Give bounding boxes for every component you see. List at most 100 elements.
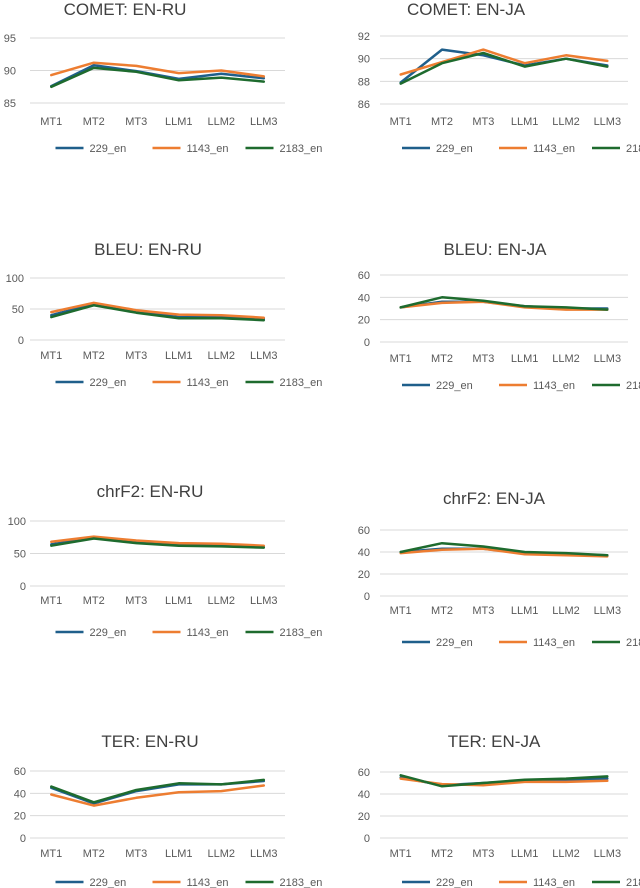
legend-label: 2183_en: [626, 877, 640, 888]
x-tick-label: LLM3: [250, 350, 278, 362]
x-tick-label: LLM2: [207, 595, 235, 607]
x-tick-label: LLM1: [511, 353, 539, 365]
legend-label: 229_en: [90, 377, 127, 389]
y-tick-label: 50: [12, 304, 24, 316]
x-tick-label: MT3: [472, 116, 494, 128]
x-tick-label: MT1: [390, 353, 412, 365]
x-tick-label: MT2: [83, 595, 105, 607]
chart-panel-1: COMET: EN-RU 85 90 95 MT1 MT2 MT3 LLM1 LLM2 LLM3 2…: [4, 0, 323, 155]
y-tick-label: 0: [364, 591, 370, 603]
chart-panel-6: chrF2: EN-JA 0 20 40 60 MT1 MT2 MT3 LLM1 LLM2 LLM3…: [358, 489, 640, 649]
y-tick-label: 20: [358, 315, 370, 327]
y-tick-label: 40: [358, 789, 370, 801]
x-tick-label: MT2: [431, 116, 453, 128]
x-tick-label: MT3: [125, 848, 147, 860]
legend-label: 229_en: [90, 143, 127, 155]
legend-label: 1143_en: [187, 877, 229, 888]
y-tick-label: 85: [4, 98, 16, 110]
chart-title: TER: EN-JA: [448, 732, 541, 751]
x-tick-label: MT2: [83, 116, 105, 128]
x-tick-label: LLM1: [165, 350, 193, 362]
y-tick-label: 100: [6, 273, 24, 285]
x-tick-label: LLM1: [511, 605, 539, 617]
y-tick-label: 90: [358, 54, 370, 66]
legend-label: 1143_en: [187, 377, 229, 389]
series-line-1143-en: [50, 301, 266, 319]
x-tick-label: MT1: [390, 848, 412, 860]
y-tick-label: 50: [14, 549, 26, 561]
legend-label: 229_en: [436, 380, 473, 392]
x-tick-label: LLM2: [552, 353, 580, 365]
y-tick-label: 0: [18, 335, 24, 347]
x-tick-label: MT1: [40, 350, 62, 362]
x-tick-label: LLM2: [207, 116, 235, 128]
series-line-2183-en: [50, 778, 266, 804]
y-tick-label: 60: [14, 766, 26, 778]
y-tick-label: 0: [20, 581, 26, 593]
legend-label: 229_en: [436, 143, 473, 155]
y-tick-label: 20: [14, 811, 26, 823]
y-tick-label: 100: [8, 516, 26, 528]
x-tick-label: MT1: [390, 116, 412, 128]
chart-panel-4: BLEU: EN-JA 0 20 40 60 MT1 MT2 MT3 LLM1 LLM2 LLM3 2…: [358, 240, 640, 392]
series-line-2183-en: [399, 541, 609, 557]
x-tick-label: LLM1: [165, 595, 193, 607]
x-tick-label: LLM3: [250, 116, 278, 128]
series-line-1143-en: [399, 547, 609, 558]
legend-label: 2183_en: [280, 877, 323, 888]
y-tick-label: 95: [4, 33, 16, 45]
series-line-2183-en: [399, 51, 609, 85]
x-tick-label: MT1: [40, 848, 62, 860]
x-tick-label: MT1: [40, 116, 62, 128]
legend-label: 2183_en: [280, 377, 323, 389]
legend-label: 2183_en: [626, 143, 640, 155]
x-tick-label: LLM2: [552, 116, 580, 128]
y-tick-label: 0: [364, 337, 370, 349]
series-line-1143-en: [50, 535, 266, 547]
x-tick-label: LLM2: [207, 350, 235, 362]
y-tick-label: 92: [358, 31, 370, 43]
chart-title: chrF2: EN-RU: [97, 482, 204, 501]
chart-panel-3: BLEU: EN-RU 0 50 100 MT1 MT2 MT3 LLM1 LLM2 LLM3 22…: [6, 240, 323, 389]
x-tick-label: LLM1: [511, 116, 539, 128]
x-tick-label: MT1: [40, 595, 62, 607]
legend-label: 1143_en: [533, 143, 575, 155]
chart-title: COMET: EN-JA: [407, 0, 526, 19]
x-tick-label: LLM2: [552, 848, 580, 860]
x-tick-label: MT2: [83, 848, 105, 860]
y-tick-label: 88: [358, 76, 370, 88]
chart-title: BLEU: EN-JA: [444, 240, 548, 259]
chart-title: COMET: EN-RU: [64, 0, 187, 19]
y-tick-label: 60: [358, 525, 370, 537]
y-tick-label: 40: [358, 547, 370, 559]
y-tick-label: 40: [14, 788, 26, 800]
legend-label: 229_en: [436, 637, 473, 649]
legend-label: 1143_en: [187, 143, 229, 155]
y-tick-label: 0: [364, 833, 370, 845]
y-tick-label: 60: [358, 270, 370, 282]
x-tick-label: MT3: [125, 595, 147, 607]
x-tick-label: MT2: [431, 848, 453, 860]
series-line-2183-en: [399, 296, 609, 311]
x-tick-label: MT3: [472, 848, 494, 860]
chart-panel-8: TER: EN-JA 0 20 40 60 MT1 MT2 MT3 LLM1 LLM2 LLM3 22…: [358, 732, 640, 888]
x-tick-label: MT2: [431, 353, 453, 365]
y-tick-label: 20: [358, 569, 370, 581]
x-tick-label: MT3: [125, 116, 147, 128]
chart-panel-7: TER: EN-RU 0 20 40 60 MT1 MT2 MT3 LLM1 LLM2 LLM3 22…: [14, 732, 323, 888]
series-line-1143-en: [50, 61, 266, 78]
chart-title: TER: EN-RU: [101, 732, 198, 751]
series-line-1143-en: [50, 784, 266, 807]
y-tick-label: 60: [358, 767, 370, 779]
x-tick-label: LLM3: [594, 116, 622, 128]
chart-panel-2: COMET: EN-JA 86 88 90 92 MT1 MT2 MT3 LLM1 LLM2 LLM…: [358, 0, 640, 155]
x-tick-label: LLM3: [250, 595, 278, 607]
legend-label: 1143_en: [533, 380, 575, 392]
x-tick-label: LLM3: [250, 848, 278, 860]
series-line-2183-en: [50, 537, 266, 549]
x-tick-label: LLM3: [594, 353, 622, 365]
legend-label: 229_en: [436, 877, 473, 888]
legend-label: 2183_en: [626, 380, 640, 392]
legend-label: 2183_en: [280, 627, 323, 639]
